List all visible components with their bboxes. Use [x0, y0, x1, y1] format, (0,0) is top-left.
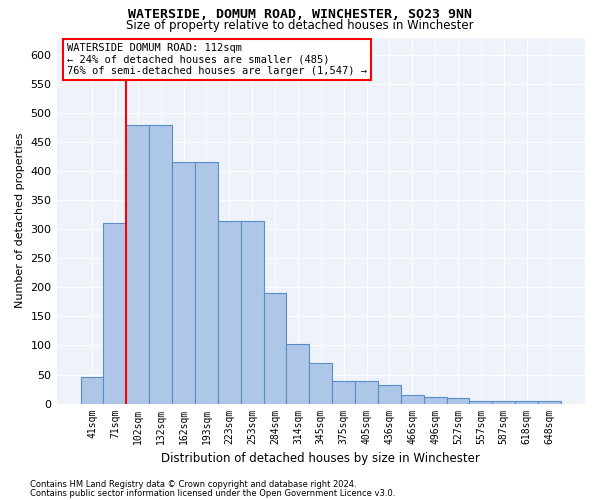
Bar	[218, 220, 241, 404]
Bar	[286, 344, 310, 404]
Text: Size of property relative to detached houses in Winchester: Size of property relative to detached ho…	[126, 18, 474, 32]
Bar	[127, 124, 149, 404]
Text: WATERSIDE, DOMUM ROAD, WINCHESTER, SO23 9NN: WATERSIDE, DOMUM ROAD, WINCHESTER, SO23 …	[128, 8, 472, 20]
Bar	[332, 382, 355, 404]
Bar	[515, 400, 538, 404]
Text: WATERSIDE DOMUM ROAD: 112sqm
← 24% of detached houses are smaller (485)
76% of s: WATERSIDE DOMUM ROAD: 112sqm ← 24% of de…	[67, 43, 367, 76]
Bar	[103, 224, 127, 404]
Bar	[355, 382, 378, 404]
X-axis label: Distribution of detached houses by size in Winchester: Distribution of detached houses by size …	[161, 452, 480, 465]
Bar	[241, 220, 263, 404]
Bar	[378, 385, 401, 404]
Text: Contains HM Land Registry data © Crown copyright and database right 2024.: Contains HM Land Registry data © Crown c…	[30, 480, 356, 489]
Bar	[538, 400, 561, 404]
Text: Contains public sector information licensed under the Open Government Licence v3: Contains public sector information licen…	[30, 488, 395, 498]
Bar	[263, 293, 286, 404]
Bar	[446, 398, 469, 404]
Bar	[80, 378, 103, 404]
Bar	[401, 395, 424, 404]
Bar	[149, 124, 172, 404]
Bar	[469, 400, 493, 404]
Bar	[424, 396, 446, 404]
Bar	[493, 400, 515, 404]
Bar	[195, 162, 218, 404]
Y-axis label: Number of detached properties: Number of detached properties	[15, 133, 25, 308]
Bar	[310, 363, 332, 404]
Bar	[172, 162, 195, 404]
